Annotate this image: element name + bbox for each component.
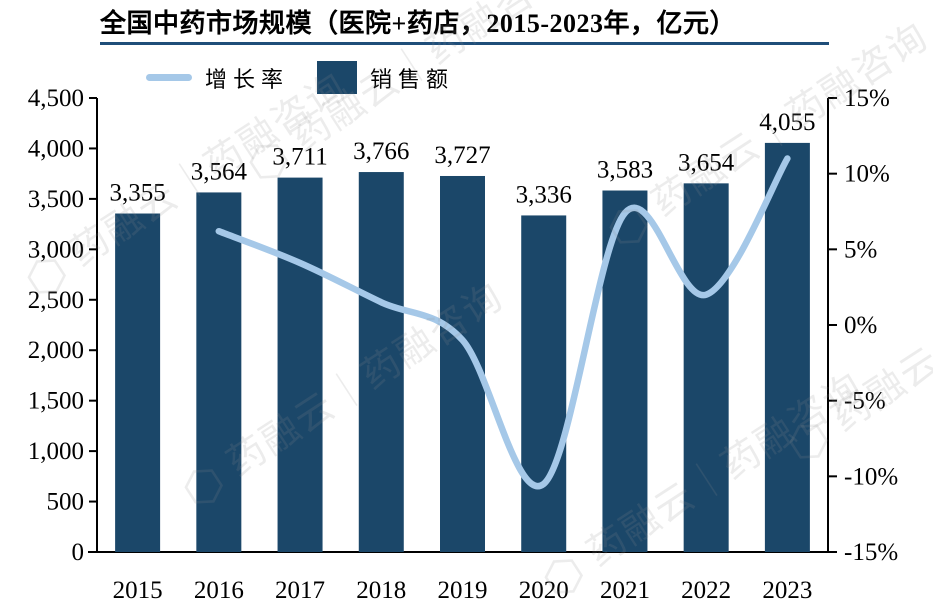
x-axis-label: 2019 xyxy=(438,577,488,604)
bar-2018 xyxy=(358,172,404,553)
left-axis-tick-label: 3,000 xyxy=(28,236,84,263)
left-axis-tick-label: 1,500 xyxy=(28,388,84,415)
bar-value-label: 3,564 xyxy=(191,158,248,185)
bar-value-label: 3,583 xyxy=(597,157,653,184)
legend-item-growth-rate: 增长率 xyxy=(146,62,289,94)
right-axis-tick-label: -5% xyxy=(844,388,886,415)
x-axis-label: 2023 xyxy=(762,577,812,604)
bar-value-label: 3,766 xyxy=(353,138,409,165)
right-axis-tick-label: 5% xyxy=(844,236,877,263)
bar-2015 xyxy=(115,213,161,553)
bar-value-label: 3,711 xyxy=(272,144,327,171)
bar-2023 xyxy=(764,142,810,552)
x-axis-label: 2022 xyxy=(681,577,731,604)
title-underline xyxy=(100,42,829,45)
growth-rate-line xyxy=(215,155,791,490)
left-axis-tick-label: 4,000 xyxy=(28,135,84,162)
left-axis-tick-label: 0 xyxy=(72,539,85,566)
x-axis-label: 2017 xyxy=(275,577,325,604)
legend-label-sales: 销售额 xyxy=(370,66,455,92)
page-title: 全国中药市场规模（医院+药店，2015-2023年，亿元） xyxy=(100,9,736,38)
left-axis-tick-label: 4,500 xyxy=(28,85,84,112)
bar-2022 xyxy=(683,183,729,553)
growth-line-swatch-icon xyxy=(146,74,192,81)
legend: 增长率 销售额 xyxy=(146,61,454,94)
x-axis-label: 2015 xyxy=(113,577,163,604)
bar-value-label: 3,727 xyxy=(434,142,490,169)
right-axis-tick-label: -10% xyxy=(844,463,898,490)
bar-2017 xyxy=(277,177,323,553)
x-axis-label: 2021 xyxy=(600,577,650,604)
left-axis-tick-label: 3,500 xyxy=(28,186,84,213)
left-axis-tick-label: 1,000 xyxy=(28,438,84,465)
sales-swatch-icon xyxy=(317,61,358,94)
legend-label-growth-rate: 增长率 xyxy=(205,66,290,92)
left-axis-tick-label: 500 xyxy=(47,489,85,516)
x-axis-label: 2016 xyxy=(194,577,244,604)
left-axis-tick-label: 2,500 xyxy=(28,287,84,314)
right-axis-tick-label: 0% xyxy=(844,312,877,339)
bar-2020 xyxy=(521,215,567,552)
right-axis-tick-label: -15% xyxy=(844,539,898,566)
bar-value-label: 4,055 xyxy=(759,109,815,136)
x-axis-label: 2020 xyxy=(519,577,569,604)
bar-value-label: 3,654 xyxy=(678,149,735,176)
bar-value-label: 3,336 xyxy=(516,181,572,208)
right-axis-tick-label: 10% xyxy=(844,161,890,188)
left-axis-tick-label: 2,000 xyxy=(28,337,84,364)
bar-2016 xyxy=(196,192,242,552)
x-axis-label: 2018 xyxy=(356,577,406,604)
bar-value-label: 3,355 xyxy=(109,180,165,207)
legend-item-sales: 销售额 xyxy=(317,61,454,94)
right-axis-tick-label: 15% xyxy=(844,85,890,112)
